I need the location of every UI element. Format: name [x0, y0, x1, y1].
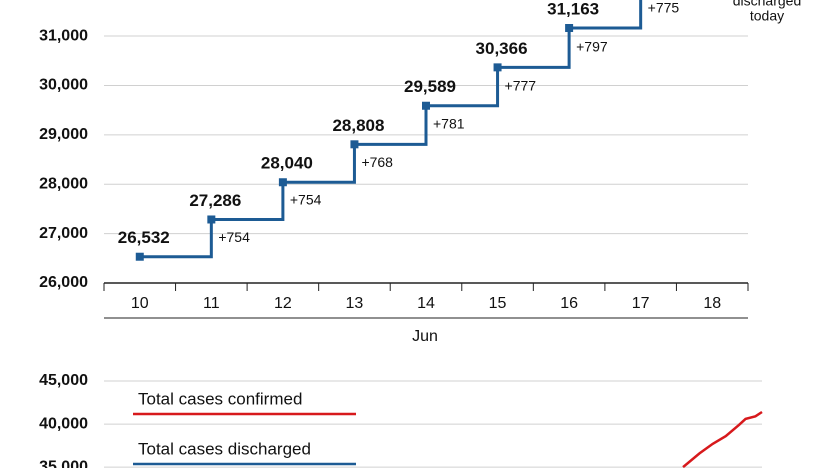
increment-label: +777: [505, 77, 537, 93]
increment-label: +754: [290, 192, 322, 208]
step-line: [139, 0, 643, 259]
increment-label: +754: [218, 229, 250, 245]
value-label: 28,040: [261, 154, 313, 173]
point-marker: [565, 24, 574, 33]
y-tick-label: 29,000: [39, 126, 88, 143]
value-label: 27,286: [189, 191, 241, 210]
point-marker: [207, 215, 216, 224]
y-tick-label: 31,000: [39, 27, 88, 44]
value-label: 30,366: [476, 39, 528, 58]
legend-label: Total cases discharged: [138, 439, 311, 458]
x-tick-label: 17: [632, 295, 650, 312]
x-tick-label: 13: [346, 295, 364, 312]
x-tick-label: 18: [703, 295, 721, 312]
annotation: today: [750, 8, 784, 24]
x-tick-label: 15: [489, 295, 507, 312]
point-marker: [350, 140, 359, 149]
legend-label: Total cases confirmed: [138, 389, 302, 408]
value-label: 29,589: [404, 77, 456, 96]
y-tick-label: 27,000: [39, 225, 88, 242]
y-tick-label: 35,000: [39, 458, 88, 468]
point-marker: [135, 252, 144, 261]
point-marker: [422, 101, 430, 110]
y-tick-label: 40,000: [39, 415, 88, 432]
x-tick-label: 11: [203, 295, 220, 312]
increment-label: +768: [361, 154, 393, 170]
value-label: 31,163: [547, 0, 599, 18]
increment-label: +775: [648, 0, 680, 16]
increment-label: +797: [576, 38, 608, 54]
y-tick-label: 28,000: [39, 175, 88, 192]
x-tick-label: 14: [417, 295, 435, 312]
point-marker: [493, 63, 502, 72]
y-tick-label: 45,000: [39, 372, 88, 389]
value-label: 28,808: [332, 116, 384, 135]
point-marker: [278, 178, 287, 187]
x-tick-label: 12: [274, 295, 292, 312]
x-axis-label: Jun: [412, 328, 438, 345]
value-label: 26,532: [118, 228, 170, 247]
y-tick-label: 26,000: [39, 274, 88, 291]
annotation: discharged: [733, 0, 802, 9]
increment-label: +781: [433, 116, 465, 132]
y-tick-label: 30,000: [39, 77, 88, 94]
series-line: [682, 410, 763, 468]
x-tick-label: 10: [131, 295, 149, 312]
x-tick-label: 16: [560, 295, 578, 312]
